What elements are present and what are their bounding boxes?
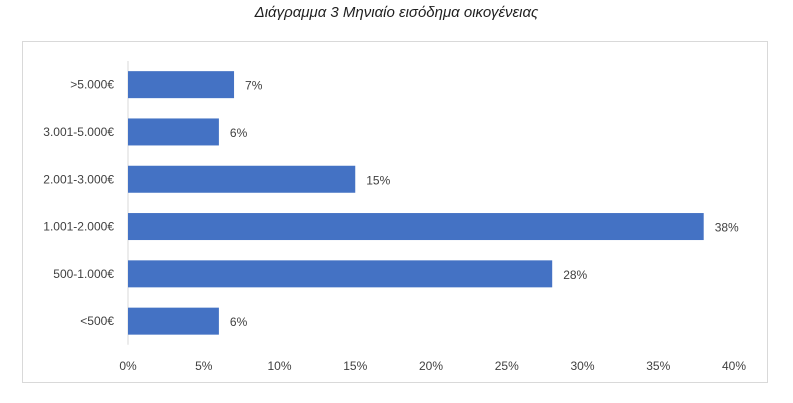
- data-label: 6%: [230, 126, 248, 140]
- category-label: <500€: [80, 314, 114, 328]
- data-label: 28%: [563, 268, 587, 282]
- bar: [128, 118, 219, 146]
- data-label: 6%: [230, 315, 248, 329]
- x-tick-label: 10%: [267, 359, 291, 373]
- bar: [128, 71, 235, 99]
- x-tick-label: 15%: [343, 359, 367, 373]
- x-tick-label: 30%: [570, 359, 594, 373]
- bar: [128, 307, 219, 335]
- x-tick-label: 5%: [195, 359, 213, 373]
- x-tick-label: 40%: [722, 359, 746, 373]
- bar: [128, 260, 553, 288]
- category-label: 1.001-2.000€: [43, 220, 114, 234]
- category-label: 500-1.000€: [53, 267, 114, 281]
- x-tick-label: 25%: [495, 359, 519, 373]
- category-label: 3.001-5.000€: [43, 125, 114, 139]
- data-label: 15%: [366, 173, 390, 187]
- data-label: 7%: [245, 79, 263, 93]
- x-tick-label: 35%: [646, 359, 670, 373]
- x-tick-label: 0%: [119, 359, 137, 373]
- bar: [128, 165, 356, 193]
- category-label: >5.000€: [70, 78, 114, 92]
- category-label: 2.001-3.000€: [43, 172, 114, 186]
- data-label: 38%: [715, 221, 739, 235]
- bar: [128, 213, 704, 241]
- x-tick-label: 20%: [419, 359, 443, 373]
- chart-caption: Διάγραμμα 3 Μηνιαίο εισόδημα οικογένειας: [254, 4, 539, 21]
